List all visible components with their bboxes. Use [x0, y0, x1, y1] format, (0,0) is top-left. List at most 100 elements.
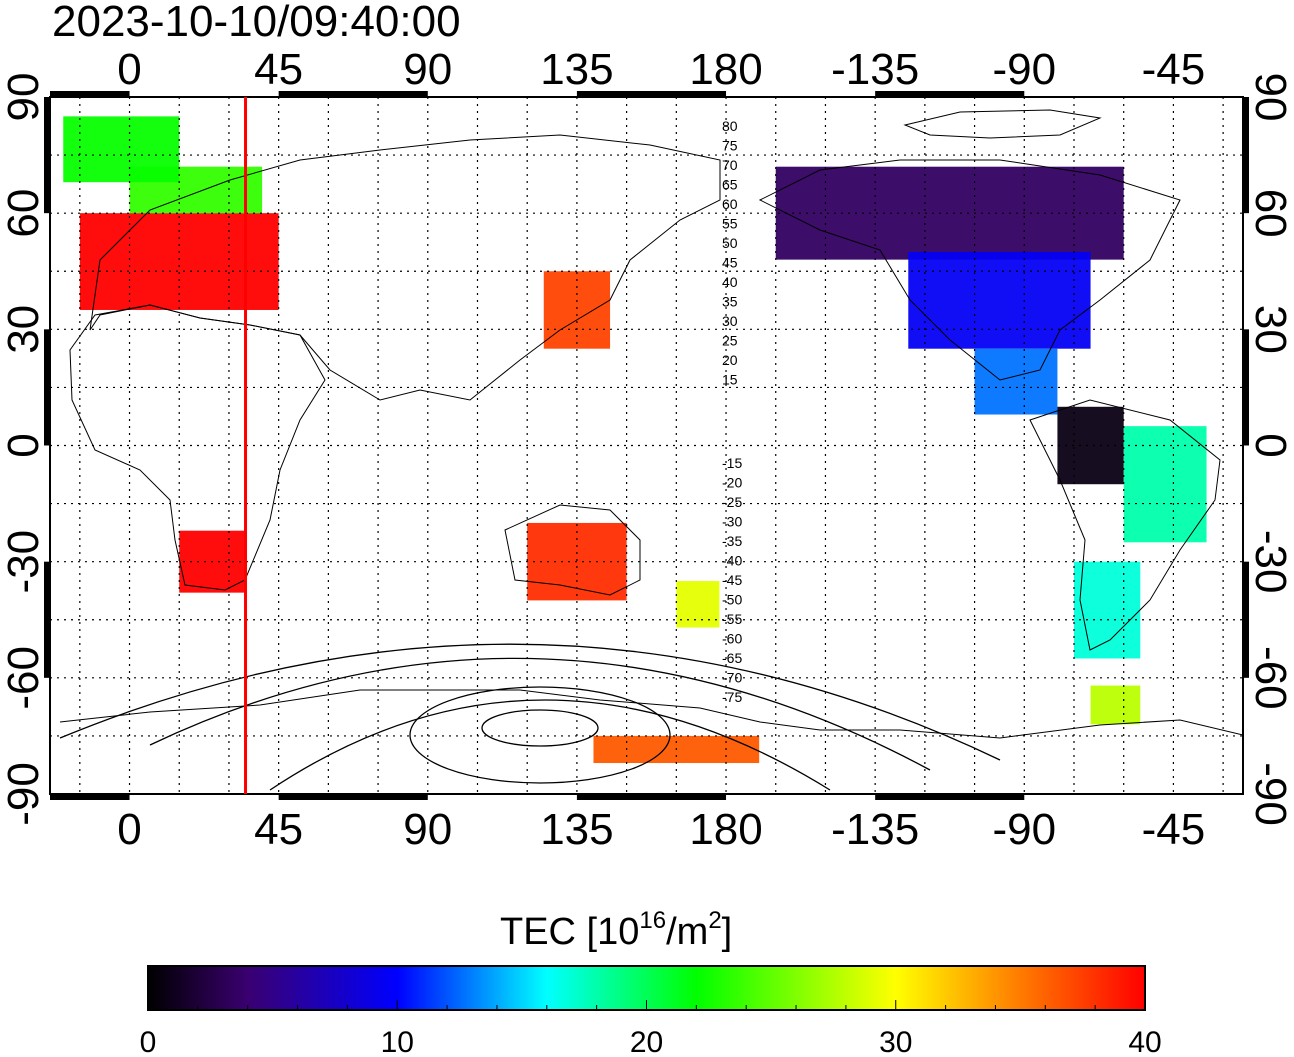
lat-tick-label: -60: [0, 646, 48, 710]
contour-label: 40: [722, 274, 738, 290]
lat-tick-label: -30: [1246, 530, 1294, 594]
frame-bar-bottom: [278, 794, 428, 800]
colorbar-title-unit: /m: [666, 911, 708, 953]
lon-tick-label: -90: [992, 45, 1056, 94]
contour-labels-south: -15 -20 -25 -30 -35 -40 -45 -50 -55 -60 -65 -70 -75: [722, 455, 742, 705]
frame-bar-bottom: [576, 794, 727, 800]
contour-label: 30: [722, 313, 738, 329]
contour-label: -25: [722, 494, 742, 510]
tec-patch: [676, 581, 720, 628]
lat-tick-label: 0: [1246, 433, 1294, 457]
contour-label: 80: [722, 118, 738, 134]
tec-patch: [79, 213, 279, 310]
lat-tick-label: -30: [0, 530, 48, 594]
frame-bar-right: [1243, 97, 1249, 214]
tec-patch: [1090, 685, 1141, 725]
frame-bar-top: [576, 91, 727, 97]
contour-label: -15: [722, 455, 742, 471]
contour-label: 60: [722, 196, 738, 212]
contour-label: -40: [722, 553, 742, 569]
lon-tick-label: 135: [540, 45, 613, 94]
lon-tick-label: 180: [689, 805, 762, 854]
frame-bar-bottom: [50, 794, 130, 800]
lon-tick-label: 0: [117, 45, 141, 94]
colorbar-title-main: TEC [10: [500, 911, 639, 953]
lon-tick-label: -135: [831, 805, 919, 854]
frame-bar-top: [875, 91, 1025, 97]
lat-tick-label: 90: [0, 73, 48, 122]
frame-bar-right: [1243, 561, 1249, 678]
frame-bar-top: [50, 91, 130, 97]
contour-label: -55: [722, 611, 742, 627]
lat-tick-label: 60: [0, 189, 48, 238]
contour-label: 35: [722, 294, 738, 310]
colorbar-tick-label: 20: [630, 1026, 663, 1057]
contour-label: 65: [722, 177, 738, 193]
lon-tick-label: 90: [403, 45, 452, 94]
colorbar-tick-label: 40: [1128, 1026, 1161, 1057]
lon-tick-labels-top: 0 45 90 135 180 -135 -90 -45: [117, 45, 1205, 94]
contour-label: 45: [722, 255, 738, 271]
colorbar-ticks: [147, 1000, 1146, 1010]
contour-label: 15: [722, 372, 738, 388]
lat-tick-label: 30: [1246, 305, 1294, 354]
colorbar-title: TEC [1016/m2]: [500, 907, 732, 953]
contour-label: -60: [722, 631, 742, 647]
tec-patches: [63, 116, 1207, 764]
contour-label: -20: [722, 475, 742, 491]
colorbar-tick-label: 30: [879, 1026, 912, 1057]
lon-tick-label: -90: [992, 805, 1056, 854]
contour-label: -70: [722, 670, 742, 686]
contour-label: 25: [722, 333, 738, 349]
colorbar-title-end: ]: [722, 911, 733, 953]
contour-labels-north: 80 75 70 65 60 55 50 45 40 35 30 25 20 15: [722, 118, 738, 388]
map-title: 2023-10-10/09:40:00: [52, 0, 461, 46]
contour-label: 50: [722, 235, 738, 251]
contour-label: -35: [722, 533, 742, 549]
contour-label: 55: [722, 216, 738, 232]
tec-patch: [908, 251, 1091, 349]
lon-tick-label: 45: [254, 45, 303, 94]
graticule: [50, 97, 1243, 794]
lon-tick-label: 180: [689, 45, 762, 94]
colorbar-tick-label: 10: [381, 1026, 414, 1057]
contour-label: 70: [722, 157, 738, 173]
frame-bar-right: [1243, 329, 1249, 446]
coastlines: [59, 109, 1243, 739]
contour-label: 75: [722, 138, 738, 154]
frame-bar-left: [44, 329, 50, 446]
frame-bar-left: [44, 97, 50, 214]
lat-tick-labels-right: 90 60 30 0 -30 -60 -90: [1246, 73, 1294, 826]
lat-tick-label: 30: [0, 305, 48, 354]
lat-tick-label: -90: [1246, 762, 1294, 826]
contour-label: -75: [722, 689, 742, 705]
lat-tick-label: 90: [1246, 73, 1294, 122]
lon-tick-label: 45: [254, 805, 303, 854]
lon-tick-label: 90: [403, 805, 452, 854]
colorbar-title-exponent-1: 16: [639, 907, 666, 934]
tec-patch: [1073, 561, 1141, 659]
contour-label: -50: [722, 592, 742, 608]
tec-patch: [543, 271, 611, 349]
colorbar-title-exponent-2: 2: [708, 907, 721, 934]
frame-bar-bottom: [875, 794, 1025, 800]
contour-label: 20: [722, 352, 738, 368]
lon-tick-label: 0: [117, 805, 141, 854]
tec-patch: [1123, 426, 1207, 543]
contour-label: -30: [722, 514, 742, 530]
magnetic-latitude-contours: [59, 643, 1001, 791]
frame-bar-left: [44, 561, 50, 678]
tec-patch: [63, 116, 180, 183]
lon-tick-labels-bottom: 0 45 90 135 180 -135 -90 -45: [117, 805, 1205, 854]
frame-border-bars: [44, 91, 1249, 800]
lat-tick-label: 60: [1246, 189, 1294, 238]
lat-tick-label: -60: [1246, 646, 1294, 710]
lat-tick-label: 0: [0, 433, 48, 457]
contour-label: -45: [722, 572, 742, 588]
colorbar-tick-labels: 0 10 20 30 40: [140, 1026, 1162, 1057]
lon-tick-label: -45: [1142, 45, 1206, 94]
tec-patch: [974, 348, 1058, 415]
lon-tick-label: -45: [1142, 805, 1206, 854]
colorbar-tick-label: 0: [140, 1026, 157, 1057]
frame-bar-top: [278, 91, 428, 97]
